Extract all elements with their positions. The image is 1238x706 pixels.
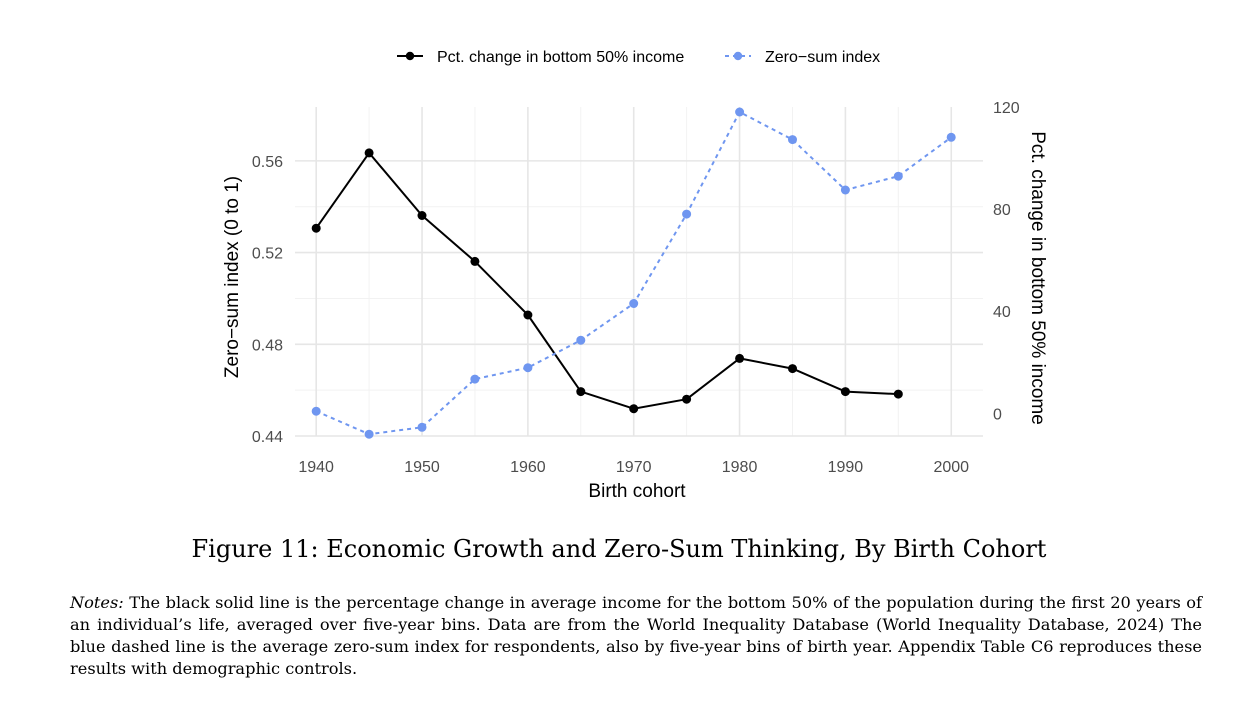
income-point (788, 364, 797, 374)
zero-sum-point (946, 132, 956, 142)
grid (295, 107, 983, 437)
y-left-tick-label: 0.44 (252, 429, 283, 446)
legend-income-label: Pct. change in bottom 50% income (437, 49, 684, 66)
x-tick-label: 1970 (616, 459, 652, 476)
y-right-tick-label: 120 (993, 100, 1020, 117)
income-point (576, 387, 586, 397)
x-axis-title: Birth cohort (588, 481, 686, 502)
chart: Pct. change in bottom 50% income Zero−su… (222, 49, 1048, 502)
y-left-tick-label: 0.48 (252, 337, 283, 354)
x-tick-label: 2000 (933, 459, 969, 476)
legend-income-marker (405, 51, 415, 61)
income-point (840, 387, 850, 397)
y-right-tick-label: 0 (993, 406, 1002, 423)
zero-sum-point (788, 135, 797, 145)
x-tick-label: 1950 (404, 459, 440, 476)
income-point (417, 211, 427, 220)
income-series-line (315, 151, 899, 410)
zero-sum-point (470, 374, 480, 384)
zero-sum-point (364, 429, 374, 439)
notes-text: The black solid line is the percentage c… (70, 593, 1202, 678)
legend-zerosum-label: Zero−sum index (765, 49, 880, 66)
zero-sum-point (523, 363, 533, 373)
legend-zerosum-marker (733, 51, 743, 61)
income-point (311, 223, 321, 233)
x-tick-label: 1990 (828, 459, 864, 476)
y-left-tick-label: 0.56 (252, 154, 283, 171)
income-point (735, 353, 745, 363)
y-right-axis-title: Pct. change in bottom 50% income (1027, 131, 1048, 425)
zero-sum-point (682, 209, 692, 219)
legend: Pct. change in bottom 50% income Zero−su… (397, 49, 880, 66)
income-point (470, 256, 480, 266)
notes-label: Notes: (70, 593, 124, 612)
zero-sum-point (629, 299, 639, 308)
zero-sum-point (893, 171, 903, 181)
y-right-tick-label: 80 (993, 202, 1011, 219)
x-tick-label: 1960 (510, 459, 546, 476)
zero-sum-point (735, 107, 745, 117)
income-point (364, 148, 374, 158)
income-point (682, 394, 692, 404)
ticks: 1940 1950 1960 1970 1980 1990 2000 0.44 0.48 0.52… (252, 100, 1020, 476)
figure-notes: Notes: The black solid line is the perce… (70, 592, 1202, 680)
zero-sum-point (417, 422, 427, 432)
figure-caption: Figure 11: Economic Growth and Zero-Sum … (191, 535, 1047, 563)
income-point (629, 404, 639, 414)
zero-sum-point (311, 406, 321, 416)
y-right-tick-label: 40 (993, 304, 1011, 321)
y-left-tick-label: 0.52 (252, 246, 283, 263)
income-point (893, 389, 903, 399)
x-tick-label: 1940 (298, 459, 334, 476)
zero-sum-point (840, 185, 850, 195)
series (311, 107, 956, 439)
zero-sum-point (576, 335, 586, 345)
income-point (523, 310, 533, 320)
y-left-axis-title: Zero−sum index (0 to 1) (222, 176, 243, 378)
x-tick-label: 1980 (722, 459, 758, 476)
